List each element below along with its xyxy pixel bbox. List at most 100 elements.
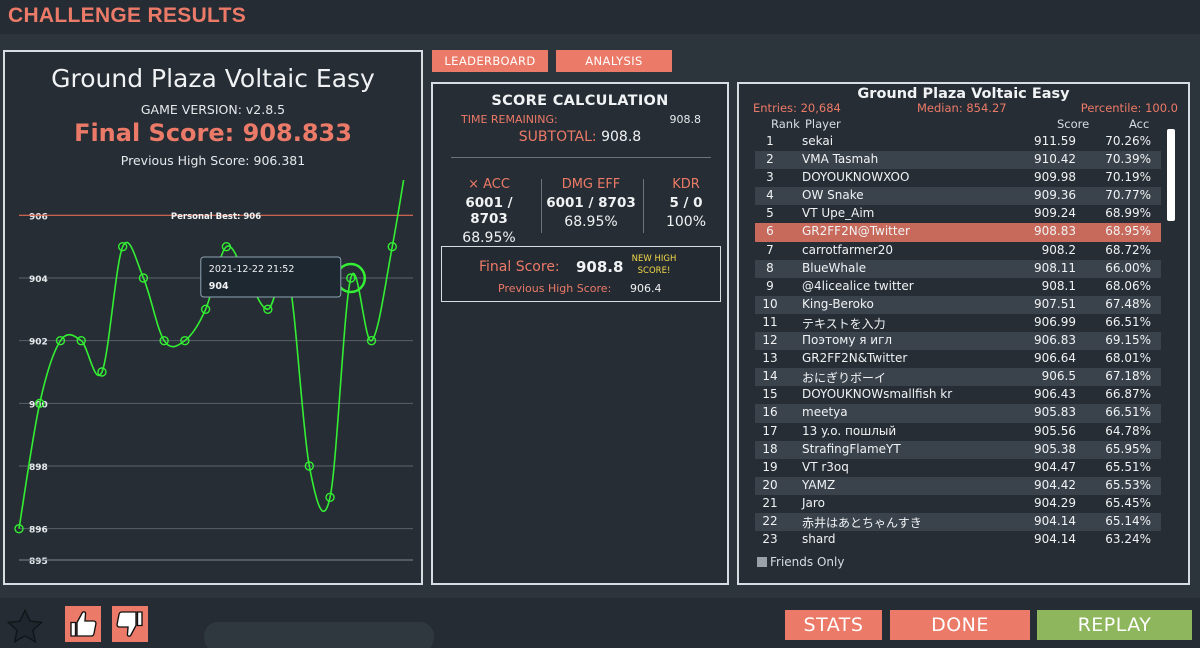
acc-cell: 68.06% <box>1105 278 1151 293</box>
new-high-score-badge: NEW HIGH SCORE! <box>624 253 684 277</box>
tab-leaderboard[interactable]: LEADERBOARD <box>432 50 548 72</box>
damage-efficiency-ratio: 6001 / 8703 <box>546 195 636 211</box>
score-cell: 906.43 <box>1034 387 1076 402</box>
data-point <box>97 367 107 377</box>
replay-button[interactable]: REPLAY <box>1037 610 1192 640</box>
done-button[interactable]: DONE <box>890 610 1030 640</box>
data-point <box>366 335 377 346</box>
kdr-stat: KDR 5 / 0 100% <box>647 177 725 230</box>
stat-divider <box>643 179 644 233</box>
player-cell: VT r3oq <box>802 459 849 474</box>
table-row[interactable]: 15 DOYOUKNOWsmallfish kr 906.43 66.87% <box>755 386 1161 404</box>
tab-analysis[interactable]: ANALYSIS <box>556 50 672 72</box>
table-row[interactable]: 8 BlueWhale 908.11 66.00% <box>755 259 1161 278</box>
rank-cell: 15 <box>762 387 778 402</box>
player-cell: carrotfarmer20 <box>802 242 893 257</box>
rank-cell: 19 <box>762 459 778 474</box>
score-cell: 904.42 <box>1034 477 1076 492</box>
kdr-label: KDR <box>672 177 700 192</box>
player-cell: shard <box>802 532 836 547</box>
table-row[interactable]: 21 Jaro 904.29 65.45% <box>755 495 1161 513</box>
score-cell: 904.14 <box>1034 513 1076 528</box>
accuracy-label: × ACC <box>468 177 510 192</box>
leaderboard-entries: Entries: 20,684 <box>753 101 841 115</box>
y-tick-label: 895 <box>29 557 48 567</box>
acc-cell: 68.01% <box>1105 351 1151 366</box>
score-history-chart[interactable]: 906 904 902 900 898 896 895 Personal Best: 906 2… <box>5 180 421 580</box>
table-row[interactable]: 22 赤井はあとちゃんすき 904.14 65.14% <box>755 512 1161 532</box>
rank-cell: 22 <box>762 513 778 528</box>
player-cell: OW Snake <box>802 188 864 203</box>
game-version: GAME VERSION: v2.8.5 <box>140 102 286 117</box>
table-row[interactable]: 12 Поэтому я игл 906.83 69.15% <box>755 332 1161 351</box>
score-cell: 908.83 <box>1034 224 1076 239</box>
table-row[interactable]: 4 OW Snake 909.36 70.77% <box>755 187 1161 206</box>
like-button[interactable] <box>65 606 101 642</box>
table-row[interactable]: 14 おにぎりボーイ 906.5 67.18% <box>755 368 1161 387</box>
table-row[interactable]: 9 @4licealice twitter 908.1 68.06% <box>755 278 1161 296</box>
friends-only-toggle[interactable]: Friends Only <box>757 555 844 569</box>
column-header-player: Player <box>805 117 841 131</box>
acc-cell: 70.39% <box>1105 152 1151 167</box>
acc-cell: 65.51% <box>1105 459 1151 474</box>
column-header-rank: Rank <box>771 117 800 131</box>
accuracy-stat: × ACC 6001 / 8703 68.95% <box>445 177 533 246</box>
player-cell: Поэтому я игл <box>802 333 893 348</box>
score-cell: 904.14 <box>1034 532 1076 547</box>
star-icon[interactable] <box>4 606 46 648</box>
time-remaining-value: 908.8 <box>669 113 702 126</box>
rank-cell: 2 <box>766 152 774 167</box>
leaderboard-scrollbar[interactable] <box>1167 129 1175 221</box>
scenario-title: Ground Plaza Voltaic Easy <box>51 64 375 93</box>
leaderboard-list[interactable]: 1 sekai 911.59 70.26% 2 VMA Tasmah 910.42 70.39… <box>755 133 1161 549</box>
dislike-button[interactable] <box>112 606 148 642</box>
table-row[interactable]: 6 GR2FF2N@Twitter 908.83 68.95% <box>755 223 1161 242</box>
table-row[interactable]: 1 sekai 911.59 70.26% <box>755 133 1161 151</box>
score-line <box>18 180 405 529</box>
table-row[interactable]: 23 shard 904.14 63.24% <box>755 531 1161 549</box>
top-bar: CHALLENGE RESULTS <box>0 0 1200 34</box>
acc-cell: 65.14% <box>1105 513 1151 528</box>
data-point <box>14 523 24 534</box>
data-point <box>325 492 335 503</box>
table-row[interactable]: 5 VT Upe_Aim 909.24 68.99% <box>755 205 1161 223</box>
table-row[interactable]: 11 テキストを入力 906.99 66.51% <box>755 314 1161 332</box>
rank-cell: 4 <box>766 188 774 203</box>
tooltip-box <box>200 256 342 298</box>
friends-only-checkbox[interactable] <box>757 557 767 567</box>
table-row[interactable]: 10 King-Beroko 907.51 67.48% <box>755 295 1161 314</box>
table-row[interactable]: 18 StrafingFlameYT 905.38 65.95% <box>755 440 1161 459</box>
damage-efficiency-percent: 68.95% <box>564 214 618 230</box>
table-row[interactable]: 3 DOYOUKNOWXOO 909.98 70.19% <box>755 169 1161 187</box>
table-row[interactable]: 13 GR2FF2N&Twitter 906.64 68.01% <box>755 350 1161 368</box>
kdr-ratio: 5 / 0 <box>669 195 703 211</box>
table-row[interactable]: 17 13 y.o. пошлый 905.56 64.78% <box>755 423 1161 441</box>
tooltip-date: 2021-12-22 21:52 <box>209 264 295 275</box>
player-cell: DOYOUKNOWXOO <box>802 170 910 185</box>
table-row[interactable]: 16 meetya 905.83 66.51% <box>755 404 1161 423</box>
final-score-label: Final Score: <box>479 259 560 275</box>
data-point <box>180 335 190 346</box>
rank-cell: 18 <box>762 441 778 456</box>
kdr-percent: 100% <box>665 214 707 230</box>
acc-cell: 70.19% <box>1105 170 1151 185</box>
score-history-panel: Ground Plaza Voltaic Easy GAME VERSION: … <box>3 50 423 585</box>
table-row[interactable]: 19 VT r3oq 904.47 65.51% <box>755 459 1161 477</box>
y-tick-label: 900 <box>29 400 48 410</box>
score-cell: 904.47 <box>1034 459 1076 474</box>
table-row[interactable]: 7 carrotfarmer20 908.2 68.72% <box>755 242 1161 260</box>
rank-cell: 6 <box>766 224 774 239</box>
player-cell: DOYOUKNOWsmallfish kr <box>802 387 953 402</box>
accuracy-percent: 68.95% <box>462 230 516 246</box>
table-row[interactable]: 2 VMA Tasmah 910.42 70.39% <box>755 151 1161 170</box>
accuracy-ratio: 6001 / 8703 <box>465 195 513 227</box>
score-cell: 909.36 <box>1034 188 1076 203</box>
divider <box>451 157 711 158</box>
tooltip-value: 904 <box>209 281 229 292</box>
table-row[interactable]: 20 YAMZ 904.42 65.53% <box>755 476 1161 495</box>
score-cell: 908.11 <box>1034 260 1076 275</box>
acc-cell: 68.99% <box>1105 206 1151 221</box>
stats-button[interactable]: STATS <box>785 610 882 640</box>
player-cell: King-Beroko <box>802 296 874 311</box>
new-high-line1: NEW HIGH <box>631 254 677 264</box>
